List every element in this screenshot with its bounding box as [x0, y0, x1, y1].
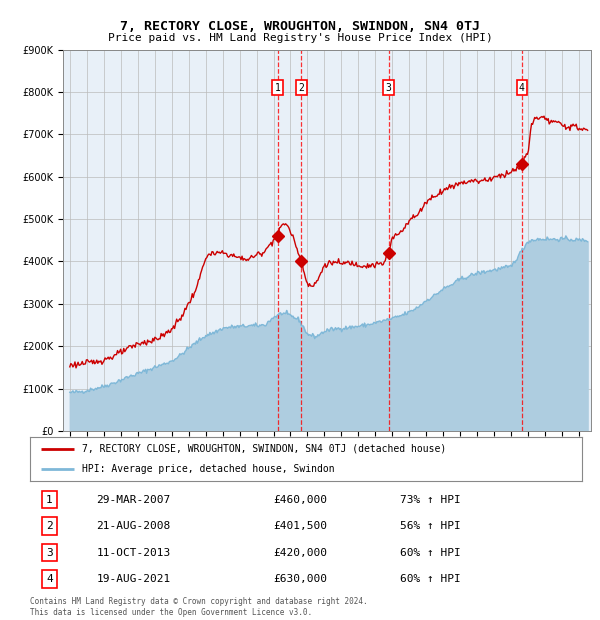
Text: 11-OCT-2013: 11-OCT-2013	[96, 547, 170, 557]
Text: £630,000: £630,000	[273, 574, 327, 584]
Text: 29-MAR-2007: 29-MAR-2007	[96, 495, 170, 505]
Text: 4: 4	[519, 82, 525, 93]
Text: £460,000: £460,000	[273, 495, 327, 505]
Text: 3: 3	[46, 547, 53, 557]
Text: £420,000: £420,000	[273, 547, 327, 557]
Text: 2: 2	[298, 82, 304, 93]
Text: 56% ↑ HPI: 56% ↑ HPI	[400, 521, 461, 531]
Text: 60% ↑ HPI: 60% ↑ HPI	[400, 547, 461, 557]
Text: 60% ↑ HPI: 60% ↑ HPI	[400, 574, 461, 584]
Text: 73% ↑ HPI: 73% ↑ HPI	[400, 495, 461, 505]
Text: 7, RECTORY CLOSE, WROUGHTON, SWINDON, SN4 0TJ: 7, RECTORY CLOSE, WROUGHTON, SWINDON, SN…	[120, 20, 480, 33]
Text: 7, RECTORY CLOSE, WROUGHTON, SWINDON, SN4 0TJ (detached house): 7, RECTORY CLOSE, WROUGHTON, SWINDON, SN…	[82, 444, 446, 454]
Text: Price paid vs. HM Land Registry's House Price Index (HPI): Price paid vs. HM Land Registry's House …	[107, 33, 493, 43]
Text: HPI: Average price, detached house, Swindon: HPI: Average price, detached house, Swin…	[82, 464, 335, 474]
Text: Contains HM Land Registry data © Crown copyright and database right 2024.
This d: Contains HM Land Registry data © Crown c…	[30, 598, 368, 617]
Text: £401,500: £401,500	[273, 521, 327, 531]
Text: 19-AUG-2021: 19-AUG-2021	[96, 574, 170, 584]
Text: 1: 1	[275, 82, 281, 93]
Text: 3: 3	[386, 82, 392, 93]
Text: 4: 4	[46, 574, 53, 584]
Text: 2: 2	[46, 521, 53, 531]
Text: 1: 1	[46, 495, 53, 505]
Text: 21-AUG-2008: 21-AUG-2008	[96, 521, 170, 531]
